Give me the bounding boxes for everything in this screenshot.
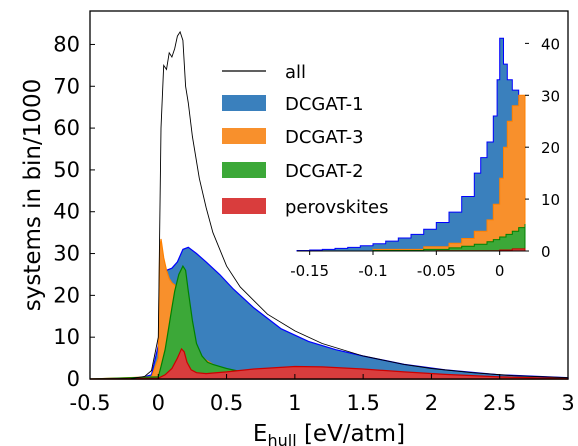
legend-label-perovskites: perovskites	[285, 197, 388, 218]
series-line-all	[89, 30, 569, 380]
y-tick-label: 0	[67, 367, 80, 391]
x-tick-label: 2.5	[483, 391, 516, 415]
legend-swatch-dcgat-2	[222, 162, 266, 178]
inset-y-tick-label: 40	[541, 35, 560, 53]
inset-series-dcgat-1	[296, 37, 526, 252]
main-plot-frame	[89, 10, 569, 380]
main-x-ticks: -0.5 0 0.5 1 1.5 2 2.5 3	[70, 374, 575, 415]
legend-swatch-perovskites	[222, 198, 266, 214]
main-y-ticks: 0 10 20 30 40 50 60 70 80	[53, 32, 95, 391]
inset-x-tick-label: -0.15	[290, 262, 329, 280]
legend-swatch-dcgat-1	[222, 95, 266, 111]
series-area-perovskites	[89, 347, 569, 380]
y-tick-label: 40	[53, 200, 80, 224]
x-tick-label: 0.5	[210, 391, 243, 415]
x-axis-label: Ehull [eV/atm]	[253, 421, 405, 446]
y-tick-label: 80	[53, 32, 80, 56]
x-axis-label-main: E	[253, 421, 268, 446]
x-tick-label: 1.5	[346, 391, 379, 415]
y-tick-label: 20	[53, 283, 80, 307]
y-tick-label: 50	[53, 158, 80, 182]
inset-y-tick-label: 20	[541, 139, 560, 157]
inset-y-tick-label: 10	[541, 191, 560, 209]
y-tick-label: 70	[53, 74, 80, 98]
x-tick-label: 2	[425, 391, 438, 415]
inset-y-tick-label: 0	[541, 243, 551, 261]
legend-label-all: all	[285, 62, 306, 83]
x-tick-label: 0	[152, 391, 165, 415]
inset-series-dcgat-2	[297, 224, 526, 252]
inset-plot: -0.15 -0.1 -0.05 0 0 10 20 30 40	[290, 35, 560, 280]
legend: all DCGAT-1 DCGAT-3 DCGAT-2 perovskites	[222, 62, 388, 218]
inset-x-tick-label: -0.1	[358, 262, 387, 280]
legend-label-dcgat-2: DCGAT-2	[285, 161, 364, 182]
legend-label-dcgat-3: DCGAT-3	[285, 127, 364, 148]
x-tick-label: 1	[288, 391, 301, 415]
inset-x-ticks: -0.15 -0.1 -0.05 0	[290, 251, 504, 280]
inset-series-dcgat-3	[297, 94, 526, 252]
x-axis-label-subscript: hull	[267, 431, 296, 446]
inset-y-ticks: 0 10 20 30 40	[525, 35, 560, 261]
inset-y-tick-label: 30	[541, 87, 560, 105]
legend-label-dcgat-1: DCGAT-1	[285, 94, 364, 115]
inset-x-tick-label: -0.05	[417, 262, 456, 280]
y-tick-label: 60	[53, 116, 80, 140]
main-series-group	[89, 30, 569, 380]
x-axis-label-units: [eV/atm]	[297, 421, 405, 446]
x-tick-label: 3	[561, 391, 574, 415]
y-tick-label: 30	[53, 242, 80, 266]
legend-swatch-dcgat-3	[222, 128, 266, 144]
y-tick-label: 10	[53, 325, 80, 349]
inset-x-tick-label: 0	[495, 262, 505, 280]
y-axis-label: systems in bin/1000	[20, 79, 46, 312]
x-tick-label: -0.5	[70, 391, 111, 415]
